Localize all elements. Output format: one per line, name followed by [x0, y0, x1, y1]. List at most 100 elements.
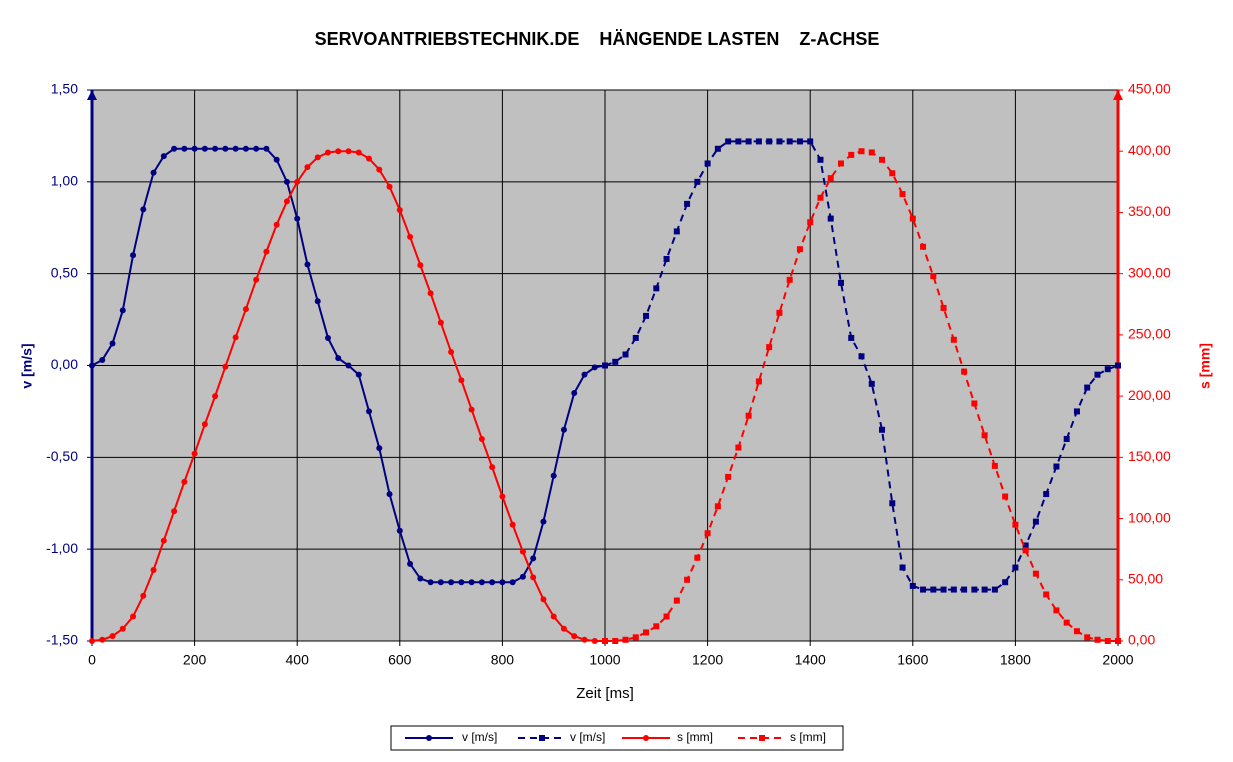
marker	[283, 198, 290, 205]
marker	[755, 138, 762, 145]
marker	[909, 582, 916, 589]
marker	[612, 358, 619, 365]
marker	[427, 290, 434, 297]
marker	[858, 353, 865, 360]
marker	[755, 378, 762, 385]
marker	[1012, 521, 1019, 528]
marker	[437, 319, 444, 326]
x-tick-label: 1200	[692, 652, 723, 668]
marker	[119, 625, 126, 632]
marker	[417, 262, 424, 269]
marker	[253, 145, 260, 152]
marker	[571, 633, 578, 640]
marker	[519, 573, 526, 580]
marker	[1115, 638, 1121, 644]
marker	[1032, 518, 1039, 525]
marker	[119, 307, 126, 314]
marker	[735, 444, 742, 451]
marker	[632, 334, 639, 341]
y2-tick-label: 450,00	[1128, 81, 1171, 97]
marker	[509, 521, 516, 528]
marker	[499, 579, 506, 586]
y2-tick-label: 0,00	[1128, 632, 1155, 648]
marker	[602, 638, 608, 644]
marker	[130, 252, 137, 259]
marker	[448, 579, 455, 586]
marker	[940, 304, 947, 311]
x-tick-label: 0	[88, 652, 96, 668]
legend-marker	[759, 735, 765, 741]
marker	[591, 638, 598, 644]
marker	[725, 138, 732, 145]
legend-marker	[643, 735, 649, 741]
x-tick-label: 400	[286, 652, 310, 668]
marker	[448, 349, 455, 356]
marker	[232, 145, 239, 152]
marker	[827, 215, 834, 222]
marker	[991, 586, 998, 593]
marker	[663, 255, 670, 262]
marker	[1012, 564, 1019, 571]
marker	[694, 554, 701, 561]
marker	[1032, 570, 1039, 577]
marker	[304, 261, 311, 268]
y2-axis-label: s [mm]	[1197, 343, 1213, 389]
marker	[263, 248, 270, 255]
marker	[355, 149, 362, 156]
marker	[673, 597, 680, 604]
marker	[89, 362, 95, 369]
legend-label: v [m/s]	[462, 730, 497, 744]
y2-axis-arrow	[1113, 90, 1123, 100]
marker	[560, 625, 567, 632]
marker	[827, 175, 834, 182]
marker	[478, 579, 485, 586]
x-tick-label: 1600	[897, 652, 928, 668]
marker	[920, 243, 927, 250]
marker	[335, 355, 342, 362]
marker	[622, 636, 629, 643]
y2-tick-label: 300,00	[1128, 264, 1171, 280]
marker	[622, 351, 629, 358]
marker	[140, 592, 147, 599]
marker	[602, 362, 608, 369]
marker	[1063, 619, 1070, 626]
y-tick-label: 0,50	[51, 264, 78, 280]
marker	[89, 638, 95, 644]
marker	[242, 306, 249, 313]
legend-label: v [m/s]	[570, 730, 605, 744]
marker	[868, 149, 875, 156]
marker	[776, 309, 783, 316]
marker	[879, 426, 886, 433]
marker	[817, 156, 824, 163]
legend-label: s [mm]	[677, 730, 713, 744]
marker	[971, 586, 978, 593]
marker	[171, 508, 178, 515]
marker	[242, 145, 249, 152]
marker	[1084, 634, 1091, 641]
legend-marker	[539, 735, 545, 741]
marker	[530, 555, 537, 562]
y2-tick-label: 150,00	[1128, 448, 1171, 464]
marker	[704, 160, 711, 167]
marker	[181, 145, 188, 152]
marker	[848, 334, 855, 341]
marker	[981, 586, 988, 593]
y-axis-label: v [m/s]	[19, 343, 35, 388]
marker	[1053, 463, 1060, 470]
marker	[530, 574, 537, 581]
marker	[909, 215, 916, 222]
y2-tick-label: 100,00	[1128, 509, 1171, 525]
marker	[458, 579, 465, 586]
y-tick-label: 1,00	[51, 173, 78, 189]
marker	[222, 145, 229, 152]
marker	[396, 527, 403, 534]
y-tick-label: -1,00	[46, 540, 78, 556]
marker	[714, 145, 721, 152]
marker	[560, 426, 567, 433]
marker	[643, 312, 650, 319]
marker	[1053, 607, 1060, 614]
marker	[930, 586, 937, 593]
marker	[1073, 408, 1080, 415]
y-tick-label: -1,50	[46, 632, 78, 648]
